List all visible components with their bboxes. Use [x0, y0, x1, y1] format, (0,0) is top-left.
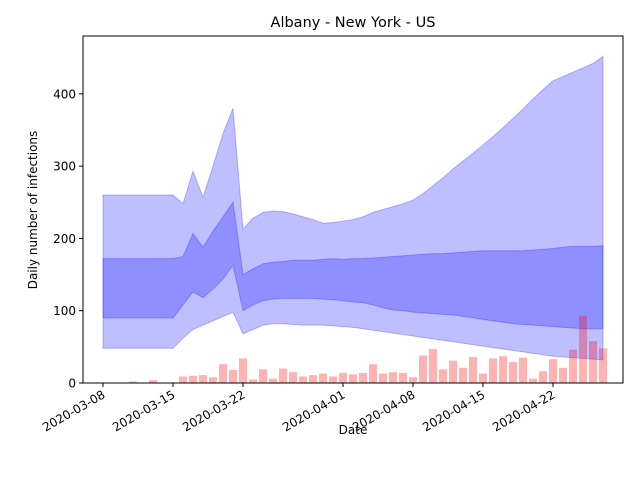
plot-frame	[82, 35, 624, 384]
bar-2020-04-09	[419, 355, 427, 383]
bar-2020-04-10	[429, 349, 437, 383]
y-tick-label: 400	[53, 87, 76, 101]
bar-2020-04-15	[479, 373, 487, 383]
bar-2020-03-26	[279, 368, 287, 383]
y-tick-label: 200	[53, 232, 76, 246]
bar-2020-03-16	[179, 376, 187, 383]
bar-2020-04-07	[399, 372, 407, 383]
bar-2020-04-14	[469, 356, 477, 383]
bar-2020-03-27	[289, 372, 297, 383]
bar-2020-03-21	[229, 369, 237, 383]
bar-2020-03-11	[129, 381, 137, 383]
bar-2020-04-16	[489, 358, 497, 383]
bar-2020-04-19	[519, 357, 527, 383]
y-axis: 0 100 200 300 400	[53, 87, 83, 391]
bar-2020-04-18	[509, 362, 517, 383]
bar-2020-04-27	[599, 348, 607, 383]
bar-2020-04-04	[369, 364, 377, 383]
bar-2020-04-17	[499, 356, 507, 383]
bar-2020-04-26	[589, 341, 597, 383]
y-axis-label: Daily number of infections	[26, 131, 40, 290]
bar-2020-03-24	[259, 369, 267, 383]
x-axis-label: Date	[339, 423, 368, 437]
bar-2020-04-23	[559, 367, 567, 383]
bar-2020-04-25	[579, 315, 587, 383]
y-tick-label: 0	[68, 377, 76, 391]
confidence-band-1	[102, 55, 604, 361]
bar-2020-03-29	[309, 375, 317, 383]
bar-2020-04-03	[359, 372, 367, 383]
bar-2020-04-08	[409, 377, 417, 383]
plot-area	[102, 55, 607, 383]
confidence-band-2	[102, 200, 604, 330]
bar-2020-03-28	[299, 376, 307, 383]
bar-2020-04-22	[549, 359, 557, 383]
bar-2020-04-13	[459, 367, 467, 383]
bar-2020-03-19	[209, 377, 217, 383]
bar-2020-04-12	[449, 360, 457, 383]
bar-2020-04-05	[379, 373, 387, 383]
bar-2020-03-30	[319, 373, 327, 383]
y-tick-label: 100	[53, 304, 76, 318]
bar-2020-04-11	[439, 369, 447, 383]
bar-2020-03-18	[199, 375, 207, 383]
bar-2020-04-20	[529, 378, 537, 383]
bar-2020-03-17	[189, 375, 197, 383]
bar-2020-04-02	[349, 374, 357, 383]
bar-2020-04-06	[389, 372, 397, 383]
bar-2020-03-25	[269, 378, 277, 383]
y-tick-label: 300	[53, 160, 76, 174]
bar-2020-03-31	[329, 376, 337, 383]
bar-2020-04-21	[539, 371, 547, 383]
bar-2020-04-24	[569, 349, 577, 383]
bar-2020-03-20	[219, 364, 227, 383]
bar-2020-03-23	[249, 379, 257, 383]
bar-2020-03-22	[239, 358, 247, 383]
bar-2020-03-13	[149, 380, 157, 383]
chart-title: Albany - New York - US	[271, 15, 436, 31]
bar-2020-04-01	[339, 372, 347, 383]
